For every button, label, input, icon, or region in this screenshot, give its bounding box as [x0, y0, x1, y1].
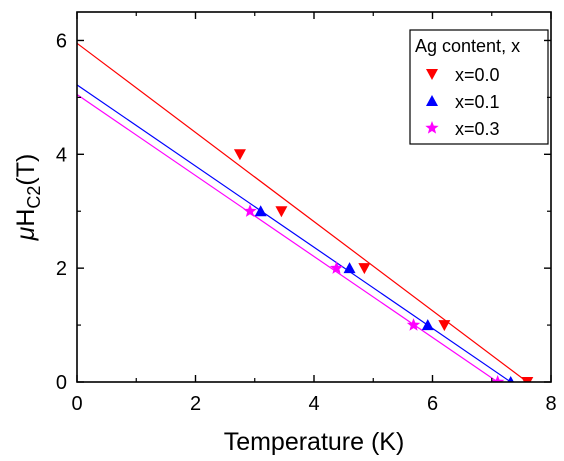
legend-marker-x=0.1 — [426, 95, 438, 106]
data-point-x=0.3-0 — [243, 204, 257, 217]
data-point-x=0.0-0 — [233, 149, 246, 161]
legend-marker-x=0.3 — [425, 121, 439, 134]
data-point-x=0.3-2 — [406, 318, 421, 331]
y-axis-title-mu: μ — [12, 226, 40, 241]
data-point-x=0.1-0 — [254, 205, 267, 217]
data-point-x=0.3-1 — [329, 261, 344, 274]
plot-layer — [77, 42, 534, 382]
fit-line-x=0.3 — [77, 94, 499, 382]
y-tick-label: 0 — [56, 372, 67, 394]
axes-layer: 0 2 4 6 8 0 2 4 6 — [56, 11, 557, 415]
y-axis-title: μHC2(T) — [12, 154, 44, 242]
y-axis-title-unit: (T) — [12, 154, 40, 186]
y-tick-label: 6 — [56, 30, 67, 52]
y-axis-title-main: H — [12, 209, 40, 227]
x-tick-label: 0 — [71, 393, 82, 415]
fit-line-x=0.0 — [77, 42, 528, 382]
y-tick-label: 4 — [56, 144, 67, 166]
data-point-x=0.1-3 — [507, 376, 514, 382]
x-tick-label: 6 — [427, 393, 438, 415]
x-axis-title: Temperature (K) — [224, 428, 405, 456]
x-tick-label: 4 — [308, 393, 319, 415]
fit-line-x=0.1 — [77, 84, 512, 382]
x-tick-label: 8 — [545, 393, 556, 415]
data-point-x=0.0-2 — [358, 263, 371, 275]
data-point-x=0.0-3 — [438, 320, 451, 332]
legend-label-x=0.1: x=0.1 — [455, 92, 500, 112]
axis-titles: Temperature (K) μHC2(T) — [12, 154, 404, 456]
y-axis-title-subscript: C2 — [24, 186, 44, 209]
data-point-x=0.1-2 — [421, 319, 434, 331]
legend-label-x=0.0: x=0.0 — [455, 65, 500, 85]
data-point-x=0.0-1 — [275, 206, 288, 218]
y-tick-label: 2 — [56, 258, 67, 280]
legend-marker-x=0.0 — [426, 69, 438, 80]
data-point-x=0.0-4 — [521, 377, 534, 382]
data-point-x=0.1-1 — [343, 262, 356, 274]
legend: Ag content, x x=0.0 x=0.1 x=0.3 — [409, 29, 549, 145]
data-point-x=0.3-3 — [491, 375, 505, 382]
legend-label-x=0.3: x=0.3 — [455, 119, 500, 139]
x-tick-label: 2 — [190, 393, 201, 415]
legend-title: Ag content, x — [415, 36, 520, 56]
